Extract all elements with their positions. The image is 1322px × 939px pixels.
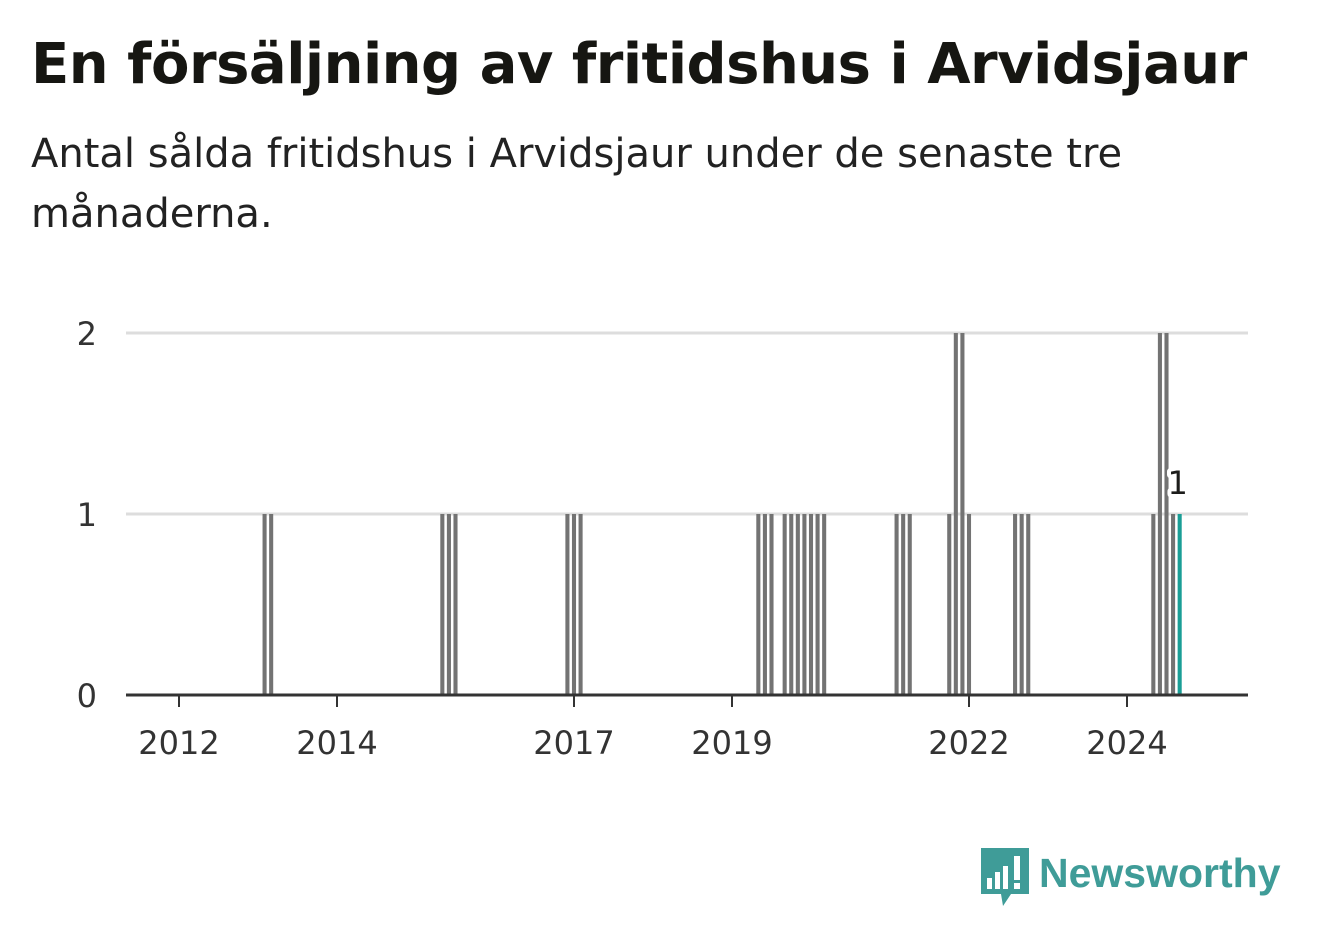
bar	[1026, 514, 1031, 695]
x-tick-label: 2017	[533, 724, 614, 762]
bar	[578, 514, 583, 695]
y-tick-label: 0	[77, 677, 97, 715]
bar	[769, 514, 774, 695]
bar	[822, 514, 827, 695]
bar	[802, 514, 807, 695]
bar	[446, 514, 451, 695]
x-tick-label: 2014	[296, 724, 377, 762]
grid-lines	[126, 331, 1248, 516]
bar	[782, 514, 787, 695]
bar	[947, 514, 952, 695]
y-tick-label: 1	[77, 496, 97, 534]
bar	[894, 514, 899, 695]
logo-text: Newsworthy	[1039, 850, 1281, 896]
bar	[789, 514, 794, 695]
bar	[953, 333, 958, 695]
bar	[1151, 514, 1156, 695]
bar	[1171, 514, 1176, 695]
y-tick-label: 2	[77, 315, 97, 353]
x-tick-label: 2012	[138, 724, 219, 762]
bar	[966, 514, 972, 695]
bar	[907, 514, 912, 695]
bar	[269, 514, 274, 695]
bar	[565, 514, 570, 695]
x-tick-label: 2019	[691, 724, 772, 762]
bars	[262, 333, 1182, 695]
x-tick-label: 2024	[1086, 724, 1167, 762]
bar	[795, 514, 800, 695]
bar	[762, 514, 767, 695]
bar	[901, 514, 906, 695]
bar	[1164, 333, 1169, 695]
newsworthy-logo: Newsworthy	[981, 848, 1281, 910]
labels: 0 1 2 2012 2014 2017 2019 2022 2024 1	[77, 315, 1192, 762]
bar	[440, 514, 445, 695]
bar	[1019, 514, 1024, 695]
bar-highlight	[1177, 514, 1182, 695]
bar	[960, 333, 965, 695]
bar	[453, 514, 458, 695]
bar	[1013, 514, 1018, 695]
axes	[126, 693, 1248, 707]
chart-subtitle: Antal sålda fritidshus i Arvidsjaur unde…	[31, 131, 1123, 237]
bar	[1157, 333, 1162, 695]
chart-title: En försäljning av fritidshus i Arvidsjau…	[31, 32, 1247, 97]
bar	[262, 514, 267, 695]
bar	[815, 514, 820, 695]
newsworthy-chart-bubble-icon	[981, 848, 1029, 906]
x-tick-label: 2022	[928, 724, 1009, 762]
bar	[571, 514, 577, 695]
bar	[756, 514, 761, 695]
data-label: 1	[1167, 464, 1187, 502]
bar	[808, 514, 814, 695]
